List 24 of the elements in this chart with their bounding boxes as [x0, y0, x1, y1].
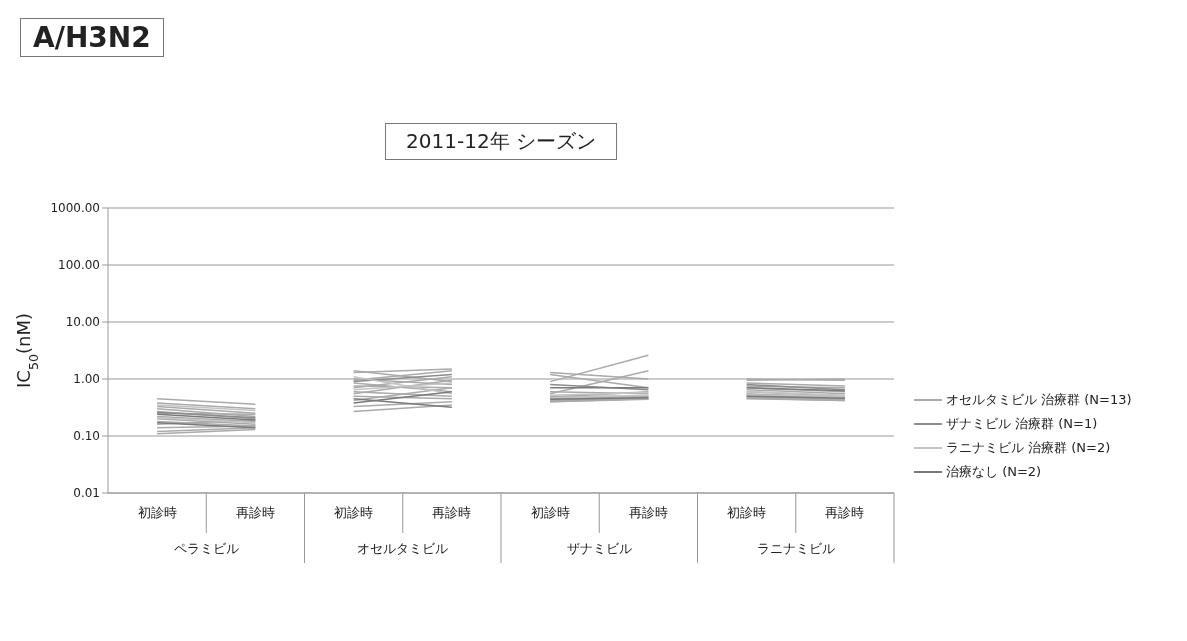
y-tick-label: 1000.00: [50, 201, 100, 216]
x-tick-label: 初診時: [727, 505, 767, 520]
text: ペラミビル: [173, 541, 239, 556]
legend-label: オセルタミビル 治療群 (N=13): [946, 391, 1132, 409]
x-tick-label: 初診時: [137, 505, 177, 520]
text: ザナミビル: [566, 541, 632, 556]
legend-label: ザナミビル 治療群 (N=1): [946, 415, 1098, 433]
y-tick-label: 100.00: [58, 258, 100, 273]
x-tick-label: 再診時: [432, 505, 472, 520]
x-tick-label: 初診時: [530, 505, 570, 520]
chart-subtitle: 2011-12年 シーズン: [385, 123, 617, 160]
x-tick-label: 再診時: [235, 505, 275, 520]
text: ラニナミビル: [756, 541, 835, 556]
legend-label: ラニナミビル 治療群 (N=2): [946, 439, 1111, 457]
y-tick-label: 10.00: [65, 315, 100, 330]
x-tick-label: 再診時: [825, 505, 865, 520]
x-tick-label: 再診時: [628, 505, 668, 520]
legend-label: 治療なし (N=2): [946, 463, 1042, 481]
x-tick-label: 初診時: [334, 505, 374, 520]
chart-title: A/H3N2: [20, 18, 164, 57]
text: オセルタミビル: [357, 541, 449, 556]
y-tick-label: 0.10: [73, 429, 100, 444]
y-tick-label: 0.01: [73, 486, 100, 501]
y-tick-label: 1.00: [73, 372, 100, 387]
